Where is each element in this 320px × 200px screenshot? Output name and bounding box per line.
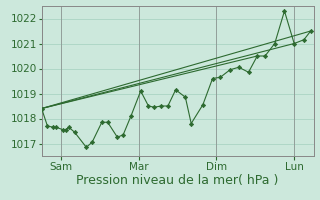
X-axis label: Pression niveau de la mer( hPa ): Pression niveau de la mer( hPa ) <box>76 174 279 187</box>
